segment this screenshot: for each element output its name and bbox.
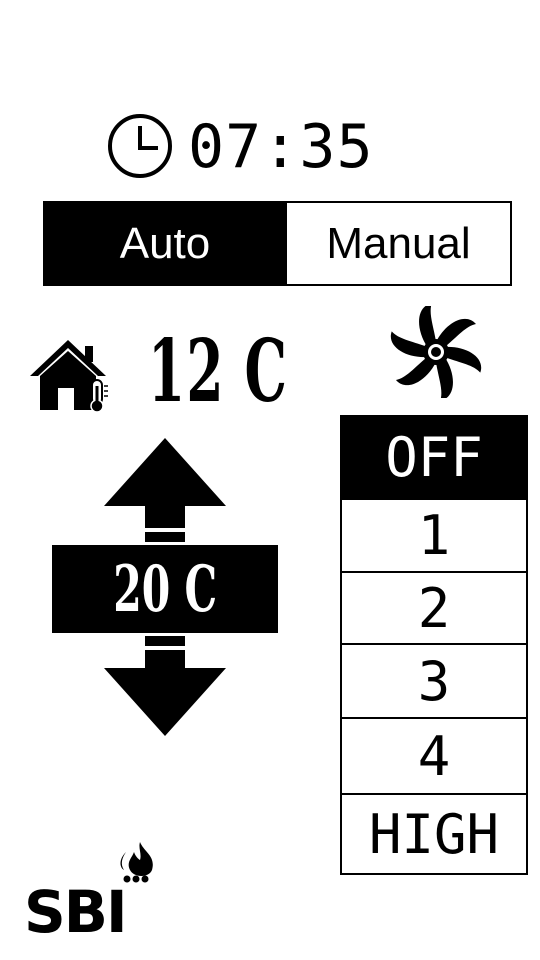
fan-speed-2[interactable]: 2 — [342, 573, 526, 645]
house-thermometer-icon — [30, 340, 108, 413]
mode-manual-button[interactable]: Manual — [285, 203, 510, 284]
fan-speed-3[interactable]: 3 — [342, 645, 526, 719]
setpoint-value: 20 C — [113, 551, 217, 627]
mode-auto-button[interactable]: Auto — [45, 203, 285, 284]
fan-speed-1[interactable]: 1 — [342, 500, 526, 573]
fan-speed-list: OFF 1 2 3 4 HIGH — [340, 415, 528, 875]
fan-icon — [390, 306, 482, 398]
clock-time: 07:35 — [188, 112, 374, 182]
fan-speed-high[interactable]: HIGH — [368, 802, 500, 866]
fan-speed-4[interactable]: 4 — [342, 719, 526, 795]
arrow-up-icon[interactable] — [104, 438, 226, 542]
fan-speed-off[interactable]: OFF — [342, 417, 526, 500]
mode-toggle: Auto Manual — [43, 201, 512, 286]
svg-text:SBI: SBI — [24, 878, 126, 938]
flame-logo-icon: SBI — [24, 842, 153, 938]
indoor-temperature: 12 C — [148, 321, 289, 422]
setpoint-display: 20 C — [52, 545, 278, 633]
arrow-down-icon[interactable] — [104, 636, 226, 736]
clock-icon — [108, 114, 172, 178]
